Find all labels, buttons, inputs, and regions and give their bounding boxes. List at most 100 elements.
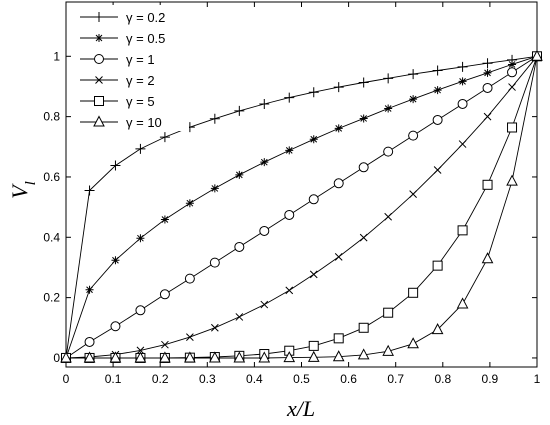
x-tick-label: 0.3 [199,372,216,386]
circle-marker [159,289,170,300]
series-2 [62,52,541,362]
triangle-marker [481,252,494,264]
circle-marker [457,98,468,109]
triangle-marker [382,344,394,356]
circle-marker [482,82,493,93]
legend-entry: γ = 1 [80,52,155,67]
y-tick-label: 0 [53,351,60,365]
circle-marker [110,321,121,332]
x-tick-label: 0 [63,372,70,386]
asterisk-marker [359,114,368,123]
cross-marker [285,286,294,295]
triangle-marker [159,351,171,363]
circle-marker [333,178,344,189]
series-4 [62,52,541,362]
triangle-marker [456,297,469,309]
y-axis-label-subscript: l [23,181,39,185]
triangle-marker [60,351,72,363]
cross-marker [260,300,269,309]
circle-marker [135,305,146,316]
x-tick-label: 1 [534,372,541,386]
triangle-marker [307,350,320,362]
triangle-marker [431,323,444,335]
legend-label: γ = 2 [126,73,155,88]
legend-background [71,5,189,131]
asterisk-marker [160,215,169,224]
ticks-layer: 0 0.1 0.2 0.3 0.4 0.5 0.6 0.7 0.8 0.9 1 0 0.2 0.4 0.6 0… [43,2,541,386]
circle-marker [84,336,95,347]
plus-marker [110,160,121,171]
triangle-marker [83,351,96,363]
y-tick-label: 0.6 [43,170,60,184]
cross-marker [433,166,442,174]
x-tick-label: 0.7 [387,372,404,386]
triangle-marker [134,351,147,363]
x-tick-label: 0.6 [340,372,357,386]
asterisk-marker [185,199,194,208]
asterisk-marker [85,285,94,294]
legend-entry: γ = 5 [80,94,155,109]
triangle-marker [93,115,105,127]
legend-label: γ = 0.5 [126,31,165,46]
plus-marker [457,61,468,72]
x-tick-label: 0.4 [246,372,263,386]
y-tick-label: 0.4 [43,230,60,244]
cross-marker [210,323,219,332]
series-line [65,56,538,359]
triangle-marker [531,49,543,61]
y-tick-label: 0.2 [43,291,60,305]
series-line [65,55,538,359]
plus-marker [135,143,146,154]
legend-entry: γ = 10 [80,115,162,130]
asterisk-marker [136,234,145,243]
cross-marker [458,140,467,148]
cross-marker [409,190,417,199]
triangle-marker [283,351,296,363]
legend-label: γ = 0.2 [126,10,165,25]
triangle-marker [506,174,518,186]
series-6 [60,49,543,363]
x-tick-label: 0.9 [482,372,499,386]
cross-marker [384,212,393,221]
cross-marker [334,253,343,261]
series-layer [60,49,543,363]
circle-marker [408,130,419,141]
x-tick-label: 0.2 [152,372,169,386]
asterisk-marker [285,146,294,155]
cross-marker [95,76,103,84]
triangle-marker [109,351,122,363]
legend: γ = 0.2 γ = 0.5 γ = 1 γ = 2 γ = 5 γ = 10 [71,5,189,131]
y-tick-label: 1 [53,49,60,63]
triangle-marker [233,351,246,363]
asterisk-marker [508,60,517,69]
asterisk-marker [95,34,103,42]
plus-marker [333,82,344,93]
triangle-marker [209,351,221,363]
cross-marker [309,270,318,279]
asterisk-marker [458,77,467,86]
circle-marker [234,241,245,252]
series-line [65,55,538,359]
plus-marker [284,92,295,103]
plus-marker [432,65,443,76]
triangle-marker [357,348,370,360]
plus-marker [159,132,170,143]
plus-marker [482,58,493,69]
plus-marker [259,98,270,109]
legend-entry: γ = 0.2 [80,10,165,25]
asterisk-marker [210,184,219,193]
asterisk-marker [334,124,343,133]
series-3 [61,51,542,363]
square-marker [383,307,394,318]
circle-marker [308,194,319,205]
plus-marker [308,87,319,98]
legend-entry: γ = 0.5 [80,31,165,46]
square-marker [457,225,468,236]
y-tick-label: 0.8 [43,110,60,124]
triangle-marker [184,351,196,363]
x-tick-label: 0.1 [105,372,122,386]
cross-marker [508,83,516,91]
square-marker [507,122,518,133]
